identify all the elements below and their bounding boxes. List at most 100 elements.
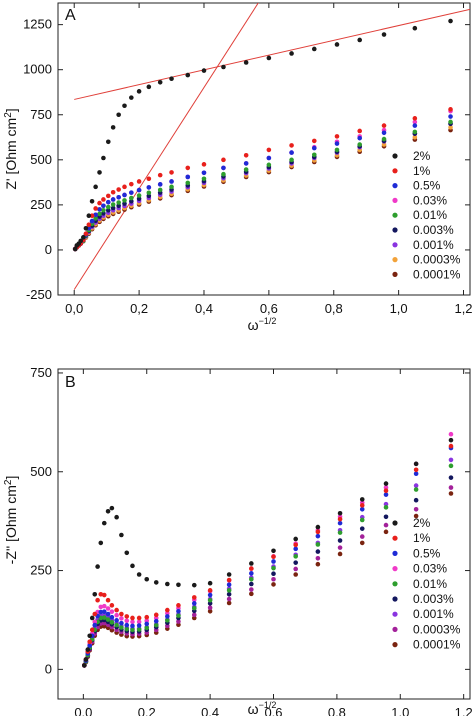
data-point [136, 179, 142, 184]
data-point [136, 193, 142, 198]
legend-label: 0.03% [413, 193, 447, 207]
data-point [249, 591, 254, 597]
data-point [293, 572, 298, 577]
data-point [207, 601, 213, 606]
data-point [114, 514, 119, 520]
legend-marker [392, 168, 398, 174]
data-point [289, 157, 294, 163]
x-tick-label: 1,2 [454, 301, 472, 316]
fit-line-1 [73, 3, 259, 290]
data-point [72, 246, 78, 252]
data-point [448, 475, 454, 480]
data-point [119, 625, 124, 630]
data-point [129, 95, 134, 100]
panel-b: B -Z'' [Ohm cm2] ω−1/2 0,0 0,2 0,4 0,6 0,8 1,… [3, 365, 473, 716]
data-point [101, 203, 106, 209]
data-point [311, 138, 317, 144]
legend-item: 0.003% [392, 592, 454, 606]
data-point [105, 139, 111, 145]
data-point [412, 134, 418, 140]
panel-b-ticks: 0,0 0,2 0,4 0,6 0,8 1,0 1,2 0 250 500 750 [30, 365, 472, 716]
data-point [413, 487, 419, 492]
legend-marker [392, 535, 398, 541]
data-point [334, 42, 340, 47]
data-point [337, 510, 343, 516]
data-point [207, 608, 213, 614]
data-point [249, 561, 254, 566]
legend-marker [392, 642, 398, 648]
data-point [413, 461, 419, 467]
series-0_003_ [82, 475, 454, 668]
data-point [293, 536, 298, 542]
legend-label: 0.5% [413, 546, 441, 560]
data-point [191, 615, 197, 621]
data-point [109, 614, 115, 620]
data-point [176, 619, 181, 624]
legend-item: 0.5% [392, 546, 441, 560]
data-point [146, 176, 152, 182]
data-point [105, 617, 111, 622]
data-point [136, 572, 142, 577]
legend-label: 0.01% [413, 577, 447, 591]
legend-marker [392, 212, 398, 218]
data-point [226, 600, 232, 606]
panel-a-label: A [65, 7, 76, 24]
data-point [105, 204, 111, 210]
data-point [129, 195, 134, 201]
data-point [243, 161, 249, 166]
data-point [98, 609, 104, 615]
x-tick-label: 0,6 [264, 705, 282, 716]
data-point [315, 529, 321, 535]
data-point [448, 114, 453, 119]
data-point [191, 612, 197, 618]
x-tick-label: 0,6 [260, 301, 278, 316]
data-point [130, 619, 135, 625]
data-point [83, 657, 89, 662]
data-point [412, 116, 418, 121]
data-point [381, 123, 387, 128]
data-point [110, 197, 116, 202]
data-point [359, 517, 365, 523]
data-point [176, 603, 181, 608]
data-point [207, 580, 213, 586]
panel-a-fit-lines [73, 3, 470, 290]
data-point [381, 136, 387, 142]
legend-label: 0.001% [413, 607, 454, 621]
data-point [315, 561, 321, 567]
data-point [87, 633, 92, 639]
x-tick-label: 0,0 [65, 301, 83, 316]
data-point [266, 155, 272, 161]
data-point [448, 431, 454, 437]
data-point [448, 119, 453, 125]
data-point [157, 80, 163, 85]
data-point [114, 612, 119, 618]
series-2_ [82, 437, 454, 668]
data-point [413, 467, 419, 473]
series-2_ [72, 18, 453, 252]
data-point [153, 612, 159, 618]
legend-label: 2% [413, 149, 431, 163]
data-point [105, 597, 111, 603]
panel-a-frame [57, 2, 471, 296]
panel-a-points [72, 18, 453, 252]
data-point [119, 620, 124, 626]
legend-marker [392, 242, 398, 248]
data-point [109, 627, 115, 633]
data-point [157, 187, 163, 193]
x-tick-label: 0,4 [201, 705, 219, 716]
series-0_0001_ [82, 491, 454, 668]
data-point [129, 181, 134, 187]
data-point [165, 607, 170, 613]
data-point [109, 603, 115, 608]
legend-marker [392, 566, 398, 572]
data-point [383, 492, 389, 497]
data-point [136, 196, 142, 202]
data-point [207, 588, 213, 593]
legend-item: 0.01% [392, 208, 447, 222]
legend-marker [392, 611, 398, 617]
data-point [311, 145, 317, 151]
data-point [101, 197, 106, 202]
data-point [130, 563, 135, 569]
x-tick-label: 0,8 [325, 301, 343, 316]
legend-label: 0.003% [413, 223, 454, 237]
